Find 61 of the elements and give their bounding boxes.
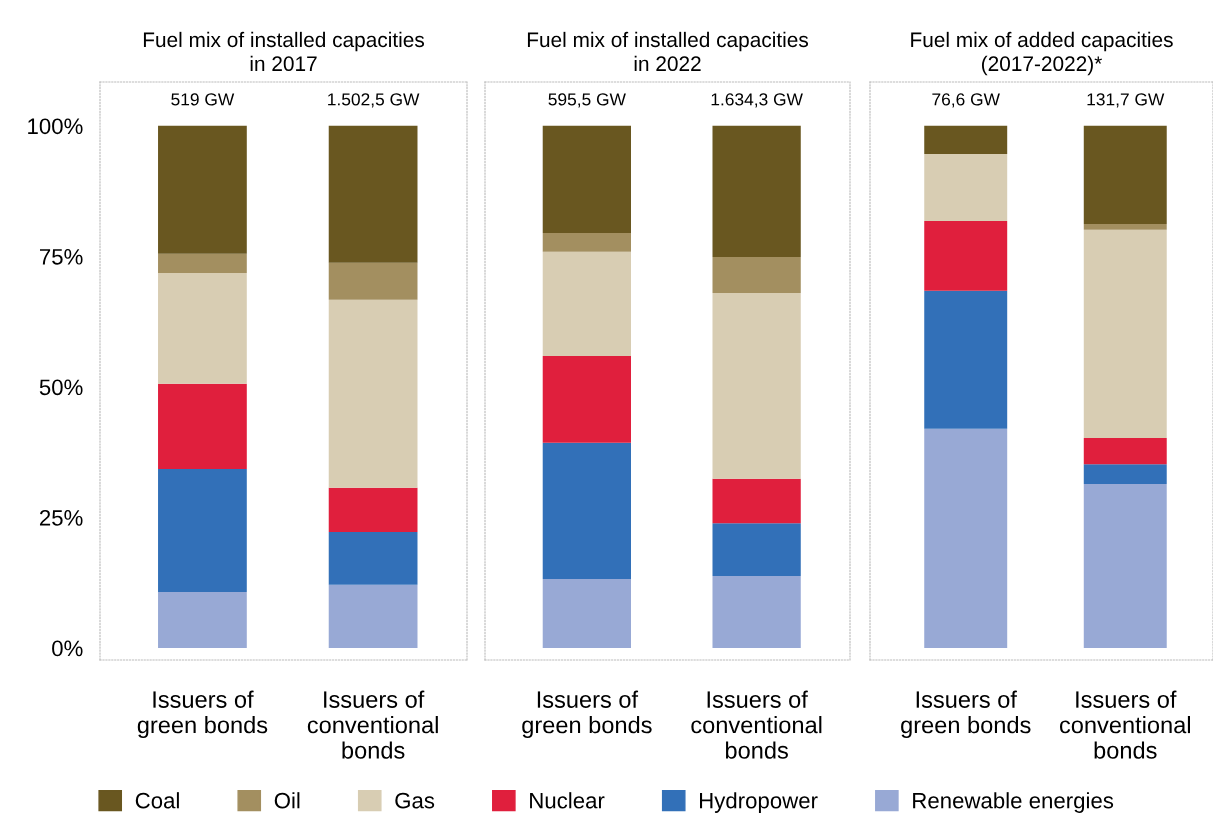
x-tick-label: Issuers of conventional bonds xyxy=(1059,690,1190,759)
y-tick-label: 75% xyxy=(40,249,83,265)
x-tick-label: Issuers of green bonds xyxy=(522,690,652,738)
bar xyxy=(328,532,418,585)
annotation: 595,5 GW xyxy=(548,93,626,108)
bar xyxy=(712,575,801,648)
bar xyxy=(328,262,418,300)
bar xyxy=(924,290,1008,429)
bar xyxy=(712,292,801,479)
bar xyxy=(158,383,247,469)
bar xyxy=(712,478,801,524)
legend-label: Hydropower xyxy=(700,792,818,813)
x-tick-label: Issuers of conventional bonds xyxy=(307,690,438,759)
chart-title: Fuel mix of installed capacities in 2022 xyxy=(527,31,809,72)
x-tick-label: Issuers of green bonds xyxy=(137,690,268,738)
bar xyxy=(158,273,247,384)
legend-label: Nuclear xyxy=(530,792,605,809)
bar xyxy=(712,523,801,576)
legend-label: Oil xyxy=(274,792,300,809)
bar xyxy=(328,487,418,533)
bar xyxy=(542,232,631,252)
legend-label: Coal xyxy=(135,792,179,809)
legend-label: Renewable energies xyxy=(913,792,1114,813)
annotation: 1.634,3 GW xyxy=(711,93,803,108)
bar xyxy=(328,299,418,488)
bar xyxy=(542,251,631,357)
annotation: 519 GW xyxy=(171,93,235,106)
bar xyxy=(158,592,247,648)
annotation: 76,6 GW xyxy=(932,93,1000,108)
x-tick-label: Issuers of green bonds xyxy=(901,690,1031,738)
y-tick-label: 25% xyxy=(39,509,83,526)
bar xyxy=(1083,438,1167,465)
annotation: 131,7 GW xyxy=(1087,93,1165,108)
bar xyxy=(924,428,1008,648)
x-tick-label: Issuers of conventional bonds xyxy=(691,690,822,759)
bar xyxy=(542,442,631,580)
annotation: 1.502,5 GW xyxy=(328,93,420,108)
bar xyxy=(924,220,1008,291)
bar xyxy=(542,125,631,233)
chart-title: Fuel mix of installed capacities in 2017 xyxy=(143,31,425,72)
bar xyxy=(1083,464,1167,485)
bar xyxy=(1083,125,1167,225)
bar xyxy=(1083,224,1167,230)
bar xyxy=(924,154,1008,221)
bar xyxy=(328,584,418,648)
bar xyxy=(1083,484,1167,648)
y-tick-label: 50% xyxy=(39,379,83,396)
bar xyxy=(328,125,418,263)
bar xyxy=(542,579,631,648)
legend-label: Gas xyxy=(395,792,435,809)
bar xyxy=(158,125,247,254)
y-tick-label: 0% xyxy=(52,640,83,657)
bar xyxy=(712,125,801,257)
bar xyxy=(158,253,247,274)
y-tick-label: 100% xyxy=(28,118,83,135)
bar xyxy=(1083,229,1167,439)
bar xyxy=(924,125,1008,155)
bar xyxy=(158,468,247,593)
chart-title: Fuel mix of added capacities (2017-2022)* xyxy=(911,31,1173,76)
bar xyxy=(542,356,631,443)
bar xyxy=(712,256,801,293)
